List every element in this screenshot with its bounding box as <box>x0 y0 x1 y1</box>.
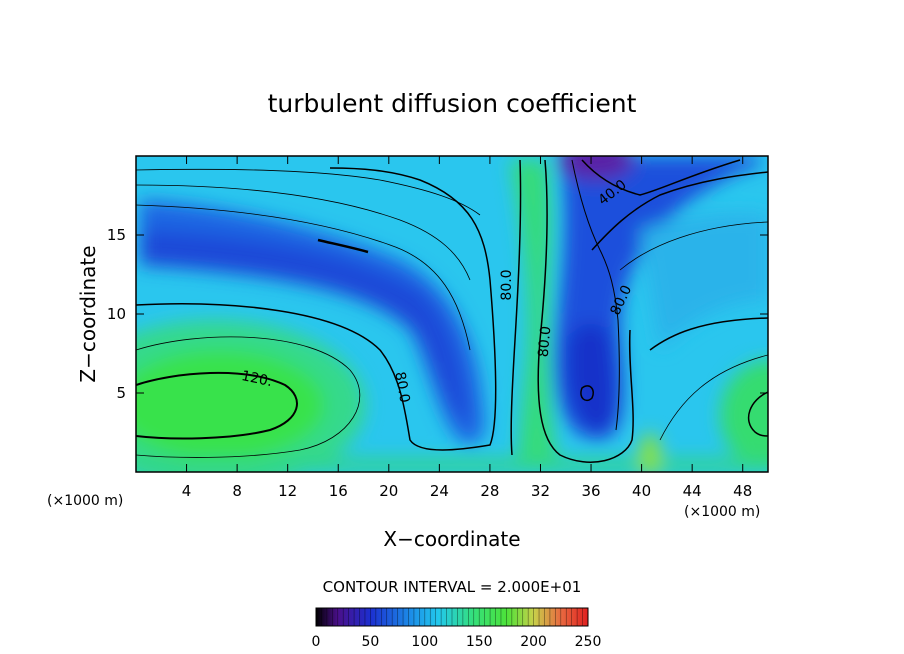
right-blue-core <box>568 323 615 432</box>
contour-label: 80.0 <box>536 325 555 357</box>
upper-left-blue-core <box>140 230 470 422</box>
upper-left-blue-band <box>140 200 485 445</box>
field-shading <box>136 156 768 472</box>
right-green-region <box>720 360 768 470</box>
y-tick-label: 10 <box>107 305 126 323</box>
contour-line-upper-left-c <box>136 168 481 216</box>
colorbar-tick-label: 200 <box>520 634 547 650</box>
left-green-core <box>136 350 325 460</box>
colorbar-ticks: 0 50 100 150 200 250 <box>312 634 602 650</box>
colorbar: 0 50 100 150 200 250 <box>312 607 602 650</box>
y-tick-label: 5 <box>116 384 126 402</box>
contour-line-120 <box>136 371 298 440</box>
top-purple-patch <box>558 156 634 180</box>
x-tick-label: 36 <box>581 482 600 500</box>
contour-lines <box>136 159 768 463</box>
contour-line-upper-right-a <box>591 171 768 251</box>
contour-line-plume-inner <box>571 159 620 431</box>
x-tick-label: 32 <box>531 482 550 500</box>
colorbar-tick-label: 0 <box>312 634 321 650</box>
contour-line-right-lower <box>659 354 768 441</box>
colorbar-tick-label: 50 <box>361 634 379 650</box>
contour-line-40 <box>581 159 741 196</box>
x-tick-label: 12 <box>278 482 297 500</box>
contour-line-right-blob <box>747 391 768 437</box>
contour-field: 120. 80.0 80.0 80.0 80.0 40.0 <box>136 156 768 472</box>
x-tick-label: 20 <box>379 482 398 500</box>
x-tick-label: 24 <box>430 482 449 500</box>
y-tick-label: 15 <box>107 226 126 244</box>
x-tick-label: 16 <box>329 482 348 500</box>
colorbar-stripes <box>321 608 583 626</box>
yellow-green-spot <box>640 433 660 472</box>
contour-line-80-left <box>136 167 497 451</box>
contour-line-dash <box>317 238 369 254</box>
x-axis-unit: (×1000 m) <box>684 504 760 520</box>
contour-label: 80.0 <box>499 269 515 300</box>
x-tick-label: 4 <box>182 482 192 500</box>
contour-line-upper-left-a <box>136 184 471 281</box>
contour-line-small-loop <box>580 385 594 402</box>
contour-label: 80.0 <box>391 371 412 404</box>
x-tick-label: 48 <box>733 482 752 500</box>
x-axis: 4 8 12 16 20 24 28 32 36 40 44 48 <box>182 156 752 500</box>
x-axis-label: X−coordinate <box>383 527 520 551</box>
upper-right-cyan <box>640 213 768 350</box>
contour-line-80-right <box>649 317 768 351</box>
y-axis-unit: (×1000 m) <box>47 493 123 509</box>
x-tick-label: 44 <box>683 482 702 500</box>
contour-line-upper-left-b <box>136 204 471 351</box>
bottom-green-strip <box>136 458 768 472</box>
contour-line-upper-right-b <box>619 221 768 271</box>
x-tick-label: 8 <box>232 482 242 500</box>
contour-interval-label: CONTOUR INTERVAL = 2.000E+01 <box>323 578 582 596</box>
chart-title: turbulent diffusion coefficient <box>268 89 637 118</box>
colorbar-tick-label: 100 <box>411 634 438 650</box>
y-axis-label: Z−coordinate <box>76 245 100 382</box>
colorbar-tick-label: 150 <box>466 634 493 650</box>
colorbar-tick-label: 250 <box>575 634 602 650</box>
contour-line-80-right-plume <box>537 159 634 463</box>
y-axis: 5 10 15 <box>107 226 768 402</box>
x-tick-label: 40 <box>632 482 651 500</box>
contour-label: 120. <box>240 368 274 390</box>
x-tick-label: 28 <box>480 482 499 500</box>
contour-line-80-center <box>510 159 522 456</box>
contour-line-100-left <box>136 336 361 458</box>
